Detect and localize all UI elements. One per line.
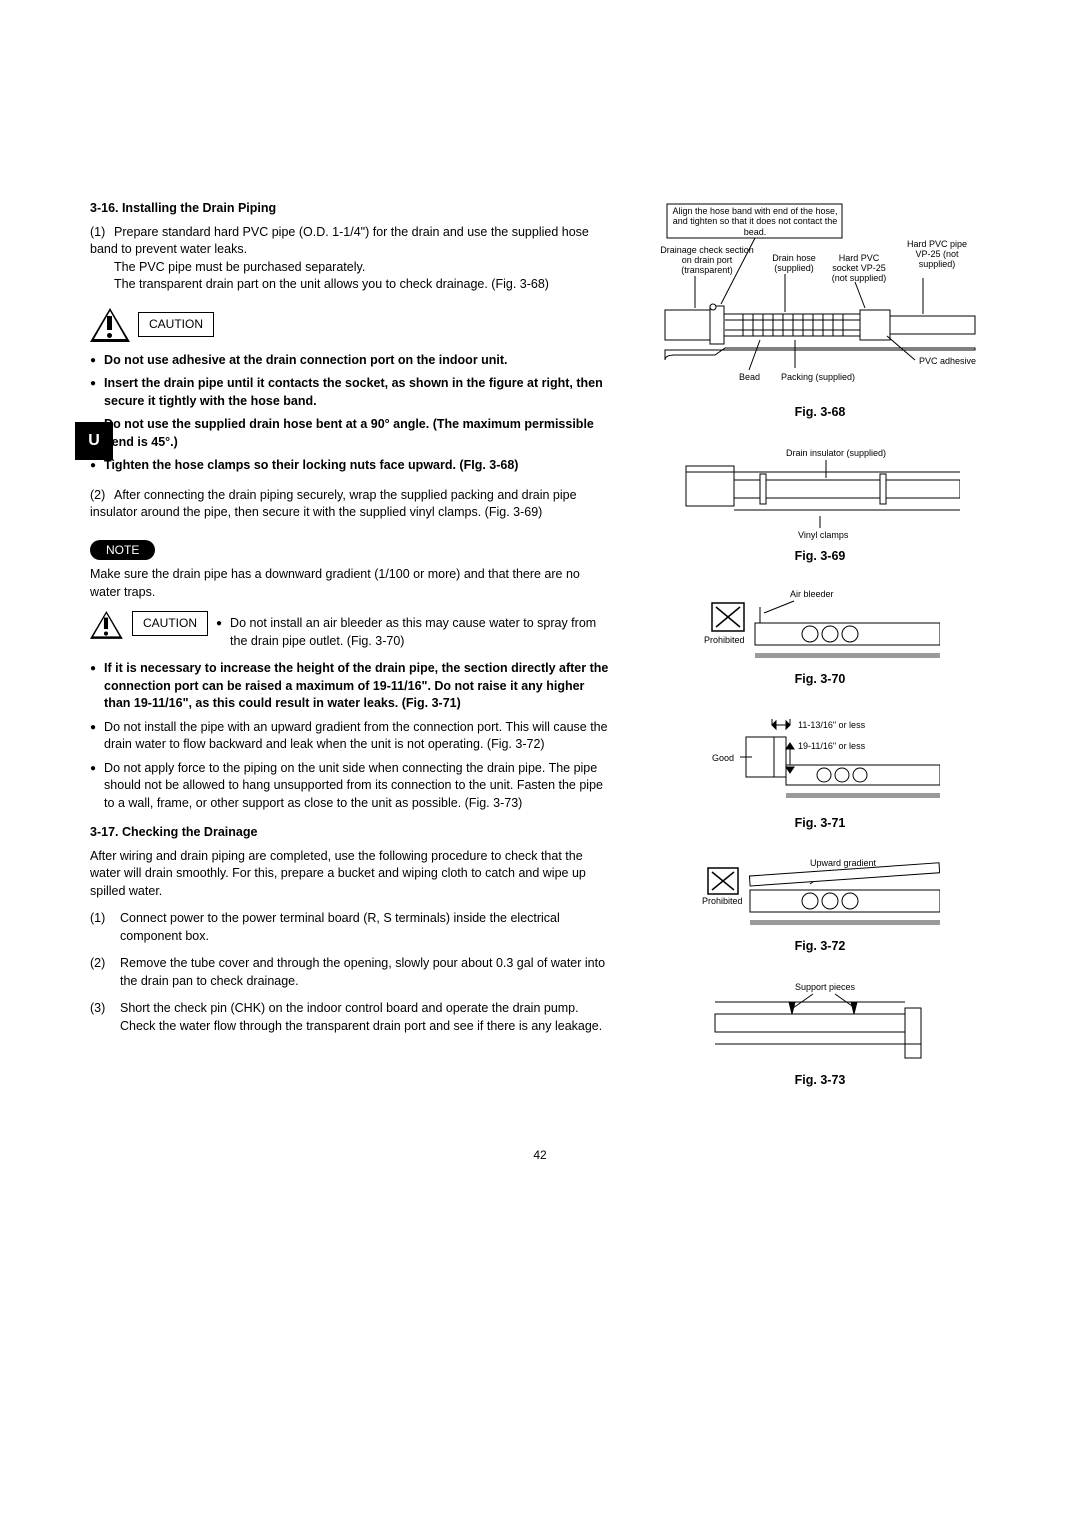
f71-d1: 11-13/16" or less — [798, 720, 866, 730]
p316-2: (2)After connecting the drain piping sec… — [90, 487, 610, 522]
fig-3-70-caption: Fig. 3-70 — [650, 671, 990, 689]
heading-317: 3-17. Checking the Drainage — [90, 824, 610, 842]
f73-support: Support pieces — [795, 982, 856, 992]
right-column: Align the hose band with end of the hose… — [650, 200, 990, 1111]
p316-1: (1)Prepare standard hard PVC pipe (O.D. … — [90, 224, 610, 294]
fig-3-70: Air bleeder Prohibited Fig. 3-70 — [650, 587, 990, 689]
fig-3-73: Support pieces Fig. 3-73 — [650, 978, 990, 1090]
caution-1-item-2: Do not use the supplied drain hose bent … — [104, 416, 610, 451]
fig-3-72: Upward gradient Prohibited Fig. 3-72 — [650, 854, 990, 956]
fig-3-69: Drain insulator (supplied) Vinyl clamps … — [650, 444, 990, 566]
step-2-num: (3) — [90, 1000, 114, 1035]
fig-3-73-caption: Fig. 3-73 — [650, 1072, 990, 1090]
f71-d2: 19-11/16" or less — [798, 741, 866, 751]
section-tab: U — [75, 422, 113, 460]
p316-2-num: (2) — [90, 487, 114, 505]
f69-clamps: Vinyl clamps — [798, 530, 849, 540]
caution-2-row: CAUTION Do not install an air bleeder as… — [90, 611, 610, 650]
bullets2-0: If it is necessary to increase the heigh… — [104, 660, 610, 713]
fig-3-72-caption: Fig. 3-72 — [650, 938, 990, 956]
caution-1-list: Do not use adhesive at the drain connect… — [90, 352, 610, 475]
bullets2-2: Do not apply force to the piping on the … — [104, 760, 610, 813]
p316-1-num: (1) — [90, 224, 114, 242]
caution-1-item-3: Tighten the hose clamps so their locking… — [104, 457, 518, 475]
fig-3-68: Align the hose band with end of the hose… — [650, 200, 990, 422]
step-1-num: (2) — [90, 955, 114, 990]
f72-up: Upward gradient — [810, 858, 877, 868]
caution-1-header: CAUTION — [90, 308, 610, 342]
step-1-text: Remove the tube cover and through the op… — [120, 955, 610, 990]
f68-packing: Packing (supplied) — [781, 372, 855, 382]
bullets2-1: Do not install the pipe with an upward g… — [104, 719, 610, 754]
f72-prohibited: Prohibited — [702, 896, 743, 906]
bullets-2-list: If it is necessary to increase the heigh… — [90, 660, 610, 812]
step-2-text: Short the check pin (CHK) on the indoor … — [120, 1000, 610, 1035]
caution-triangle-icon — [90, 308, 130, 342]
fig-3-71: 11-13/16" or less 19-11/16" or less Good… — [650, 711, 990, 833]
f70-air: Air bleeder — [790, 589, 834, 599]
f68-socket: Hard PVC socket VP-25 (not supplied) — [827, 254, 891, 284]
p316-1b: The PVC pipe must be purchased separatel… — [114, 259, 610, 277]
f68-drainage: Drainage check section on drain port (tr… — [659, 246, 755, 276]
step-0-text: Connect power to the power terminal boar… — [120, 910, 610, 945]
f68-pipe: Hard PVC pipe VP-25 (not supplied) — [901, 240, 973, 270]
f68-drainhose: Drain hose (supplied) — [765, 254, 823, 274]
caution-1-item-1: Insert the drain pipe until it contacts … — [104, 375, 610, 410]
p316-2-text: After connecting the drain piping secure… — [90, 488, 577, 520]
p316-1-text: Prepare standard hard PVC pipe (O.D. 1-1… — [90, 225, 589, 257]
page-number: 42 — [90, 1147, 990, 1164]
p316-1c: The transparent drain part on the unit a… — [114, 276, 610, 294]
note-label: NOTE — [90, 540, 155, 561]
caution-2-label: CAUTION — [132, 611, 208, 636]
caution-2-text: Do not install an air bleeder as this ma… — [230, 615, 610, 650]
f69-insulator: Drain insulator (supplied) — [786, 448, 886, 458]
caution-1-item-0: Do not use adhesive at the drain connect… — [104, 352, 508, 370]
caution-1-label: CAUTION — [138, 312, 214, 337]
f68-align-note: Align the hose band with end of the hose… — [671, 206, 839, 236]
f68-adhesive: PVC adhesive — [919, 356, 976, 366]
left-column: 3-16. Installing the Drain Piping (1)Pre… — [90, 200, 610, 1111]
note-text: Make sure the drain pipe has a downward … — [90, 566, 610, 601]
heading-316: 3-16. Installing the Drain Piping — [90, 200, 610, 218]
f68-bead: Bead — [739, 372, 760, 382]
caution-triangle-icon — [90, 611, 123, 639]
page: 3-16. Installing the Drain Piping (1)Pre… — [90, 200, 990, 1111]
steps-317: (1)Connect power to the power terminal b… — [90, 910, 610, 1035]
fig-3-69-caption: Fig. 3-69 — [650, 548, 990, 566]
p317-intro: After wiring and drain piping are comple… — [90, 848, 610, 901]
step-0-num: (1) — [90, 910, 114, 945]
f70-prohibited: Prohibited — [704, 635, 745, 645]
f71-good: Good — [712, 753, 734, 763]
fig-3-68-caption: Fig. 3-68 — [650, 404, 990, 422]
fig-3-71-caption: Fig. 3-71 — [650, 815, 990, 833]
